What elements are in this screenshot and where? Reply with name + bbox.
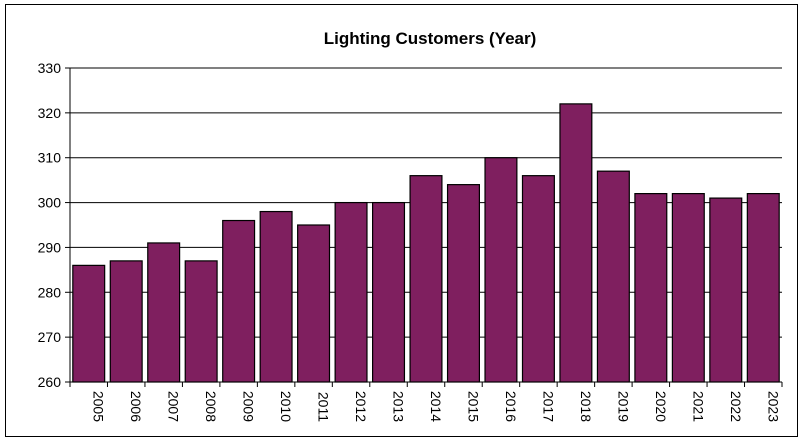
x-tick-label-2021: 2021 [690,391,706,422]
bar-2007 [147,242,181,383]
x-tick-label-2014: 2014 [428,391,444,422]
bar-2008 [184,260,218,383]
x-tick-label-2011: 2011 [316,392,332,422]
axes [65,67,783,387]
y-tick-label-280: 280 [38,284,62,300]
x-tick-label-2006: 2006 [128,391,144,422]
bar-2005 [72,264,106,383]
y-tick-label-320: 320 [38,105,62,121]
bar-2017 [521,175,555,383]
x-tick-label-2009: 2009 [241,391,257,422]
x-tick-label-2005: 2005 [91,391,107,422]
x-tick-label-2012: 2012 [353,391,369,422]
bar-2023 [746,193,780,383]
x-tick-label-2023: 2023 [765,391,781,422]
y-tick-label-310: 310 [38,150,62,166]
bar-2009 [222,219,256,383]
x-tick-label-2018: 2018 [578,391,594,422]
y-tick-label-330: 330 [38,60,62,76]
x-tick-label-2010: 2010 [278,391,294,422]
bar-2022 [709,197,743,383]
y-tick-label-290: 290 [38,239,62,255]
x-tick-label-2019: 2019 [615,391,631,422]
y-tick-label-270: 270 [38,329,62,345]
x-tick-label-2016: 2016 [503,391,519,422]
bar-2015 [446,184,480,383]
bar-2018 [559,103,593,383]
bar-2010 [259,210,293,383]
bar-2012 [334,201,368,383]
x-tick-label-2015: 2015 [465,391,481,422]
y-tick-label-260: 260 [38,374,62,390]
x-tick-label-2013: 2013 [391,391,407,422]
x-tick-label-2020: 2020 [653,391,669,422]
bars [72,103,780,383]
bar-2020 [634,193,668,383]
bar-2014 [409,175,443,383]
bar-2006 [109,260,143,383]
bar-2021 [671,193,705,383]
bar-2011 [297,224,331,383]
chart-title: Lighting Customers (Year) [324,29,537,48]
x-tick-label-2008: 2008 [203,391,219,422]
bar-2016 [484,157,518,383]
y-tick-label-300: 300 [38,195,62,211]
x-tick-label-2022: 2022 [728,391,744,422]
tick-labels: 260 270 280 290 300 310 320 330 2005 2006 2007 2008… [38,60,782,422]
x-tick-label-2017: 2017 [540,391,556,422]
bar-2013 [372,201,406,383]
bar-2019 [596,170,630,383]
x-tick-label-2007: 2007 [166,391,182,422]
